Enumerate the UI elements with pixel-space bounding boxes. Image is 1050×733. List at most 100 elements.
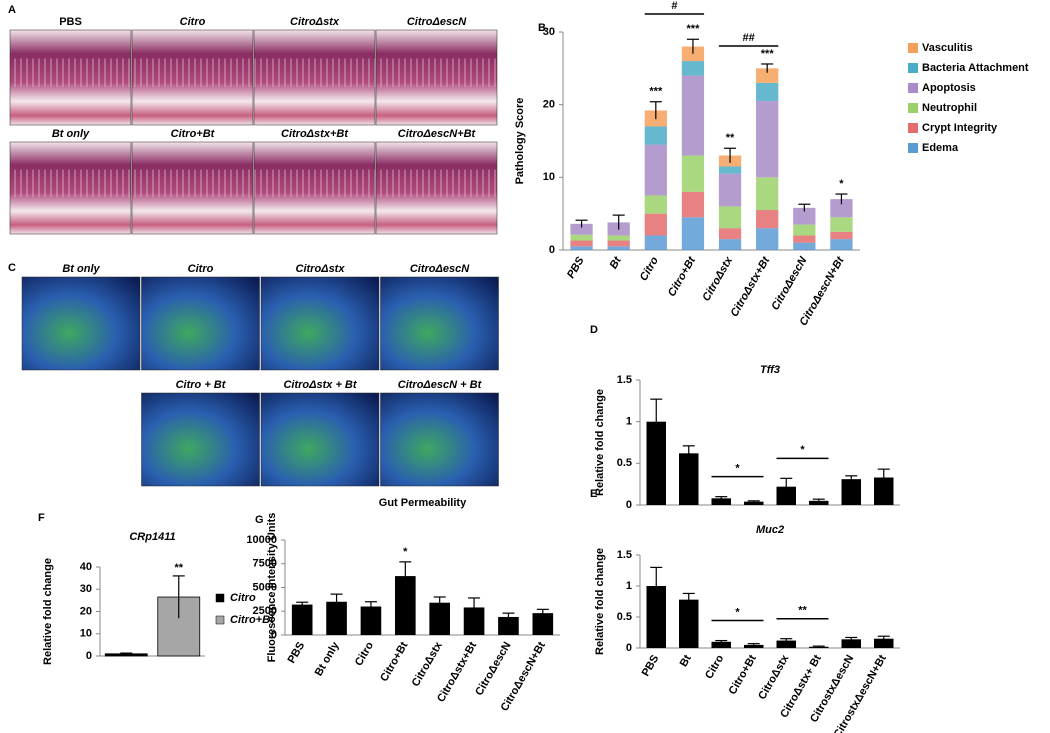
x-tick-label: CitroΔstx (756, 652, 792, 702)
y-tick-label: 10 (80, 628, 92, 640)
chart-title: Gut Permeability (379, 497, 467, 509)
image-texture (10, 169, 131, 198)
y-axis-label: Relative fold change (42, 558, 54, 665)
bar-segment (570, 234, 593, 241)
bar (291, 604, 313, 635)
legend-label: Neutrophil (922, 102, 977, 114)
chart-title: CRp1411 (129, 531, 175, 543)
chart-title: Tff3 (760, 364, 780, 376)
bar-segment (644, 126, 667, 145)
bar-segment (718, 173, 742, 207)
bar-segment (570, 246, 593, 250)
image-label: CitroΔstx+Bt (281, 128, 349, 140)
x-tick-label: Bt (608, 254, 625, 271)
bar-segment (793, 224, 816, 236)
image-tile (260, 276, 380, 371)
bar-segment (718, 239, 742, 250)
x-tick-label: CitroΔescN (769, 254, 810, 312)
image-texture (132, 169, 253, 198)
bar (463, 607, 485, 635)
x-tick-label: Citro+Bt (378, 640, 410, 684)
significance: ## (743, 32, 755, 44)
image-tile (141, 392, 260, 487)
y-axis-label: Relative fold change (594, 548, 606, 655)
bar-segment (756, 68, 779, 83)
bar (646, 586, 666, 648)
image-label: Citro+Bt (171, 128, 216, 140)
significance: *** (761, 48, 775, 60)
significance: * (735, 463, 740, 475)
bar-segment (681, 75, 705, 156)
x-tick-label: CitroΔstx (410, 639, 446, 689)
y-tick-label: 10 (543, 171, 555, 183)
y-tick-label: 20 (80, 605, 92, 617)
x-tick-label: PBS (565, 254, 587, 280)
x-tick-label: CitroΔescN (473, 640, 513, 698)
panel-letter: F (38, 512, 45, 524)
panel-letter: E (590, 488, 597, 500)
y-tick-label: 0 (271, 629, 277, 641)
bar-segment (607, 240, 630, 247)
image-texture (10, 58, 131, 87)
legend-swatch (215, 615, 225, 625)
bar-segment (607, 235, 630, 241)
y-tick-label: 30 (80, 583, 92, 595)
x-tick-label: CitroΔstx (700, 254, 735, 303)
legend-swatch (908, 143, 918, 153)
significance: *** (649, 86, 663, 98)
x-tick-label: Citro (638, 255, 661, 283)
bar-segment (756, 228, 779, 250)
bar-segment (793, 235, 816, 243)
y-tick-label: 20 (543, 99, 555, 111)
panel-letter: C (8, 262, 16, 274)
y-tick-label: 0 (86, 650, 92, 662)
y-tick-label: 1 (626, 416, 632, 428)
bar-segment (793, 207, 816, 225)
bar-segment (830, 231, 853, 240)
image-tile (380, 276, 499, 371)
bar (646, 421, 666, 505)
legend-label: Edema (922, 142, 959, 154)
bar-segment (644, 195, 667, 214)
y-tick-label: 0 (626, 642, 632, 654)
bar-segment (681, 191, 705, 218)
x-tick-label: PBS (640, 653, 662, 679)
x-tick-label: Citro+Bt (666, 254, 699, 299)
significance: * (839, 178, 844, 190)
y-tick-label: 30 (543, 26, 555, 38)
bar (841, 639, 861, 648)
bar-segment (756, 82, 779, 102)
image-label: Bt only (62, 263, 100, 275)
legend-swatch (215, 593, 225, 603)
image-label: PBS (59, 16, 82, 28)
bar-segment (756, 101, 779, 178)
image-texture (254, 58, 375, 87)
image-label: CitroΔstx + Bt (283, 379, 357, 391)
significance: * (403, 546, 408, 558)
significance: ** (174, 562, 183, 574)
panel-letter: D (590, 324, 598, 336)
y-tick-label: 0 (549, 244, 555, 256)
bar-segment (570, 223, 593, 235)
bar-segment (756, 177, 779, 211)
y-tick-label: 1 (626, 580, 632, 592)
image-label: Citro (180, 16, 206, 28)
bar-segment (756, 210, 779, 229)
bar (874, 638, 894, 648)
image-texture (254, 169, 375, 198)
x-tick-label: PBS (286, 640, 308, 666)
panel-letter: G (255, 514, 264, 526)
image-tile (380, 392, 499, 487)
significance: # (671, 0, 677, 12)
bar-segment (570, 240, 593, 247)
bar (429, 602, 450, 635)
x-tick-label: CitroΔstx+Bt (728, 254, 773, 319)
legend-swatch (908, 43, 918, 53)
image-tile (260, 392, 380, 487)
bar-segment (644, 235, 667, 250)
y-axis-label: Fluorescence Intensity Units (266, 513, 278, 663)
significance: *** (687, 23, 701, 35)
significance: ** (726, 132, 735, 144)
bar-segment (681, 155, 705, 192)
image-tile (141, 276, 260, 371)
